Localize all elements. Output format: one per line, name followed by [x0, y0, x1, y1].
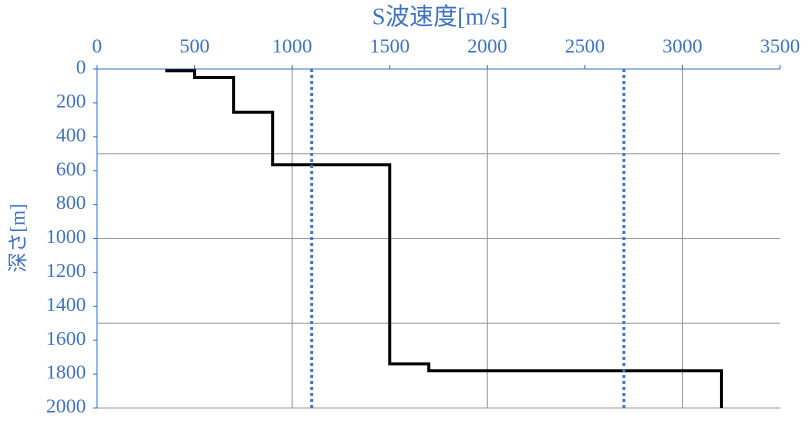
y-tick-label: 1000	[46, 226, 86, 248]
y-axis-label: 深さ[m]	[7, 204, 30, 273]
profile-line	[165, 69, 723, 408]
x-tick-label: 1000	[272, 36, 312, 58]
y-tick-label: 2000	[46, 396, 86, 418]
y-tick-label: 1800	[46, 362, 86, 384]
y-tick-label: 1200	[46, 260, 86, 282]
x-tick-label: 0	[92, 36, 102, 58]
x-tick-label: 1500	[370, 36, 410, 58]
y-tick-label: 200	[56, 90, 86, 112]
y-tick-label: 800	[56, 192, 86, 214]
y-tick-label: 400	[56, 124, 86, 146]
x-tick-label: 3500	[760, 36, 800, 58]
y-tick-label: 1400	[46, 294, 86, 316]
x-tick-label: 500	[180, 36, 210, 58]
x-tick-label: 3000	[662, 36, 702, 58]
y-tick-label: 1600	[46, 328, 86, 350]
y-tick-label: 600	[56, 158, 86, 180]
x-tick-label: 2500	[565, 36, 605, 58]
x-tick-label: 2000	[467, 36, 507, 58]
chart-title: S波速度[m/s]	[372, 4, 508, 31]
y-tick-label: 0	[76, 57, 86, 79]
